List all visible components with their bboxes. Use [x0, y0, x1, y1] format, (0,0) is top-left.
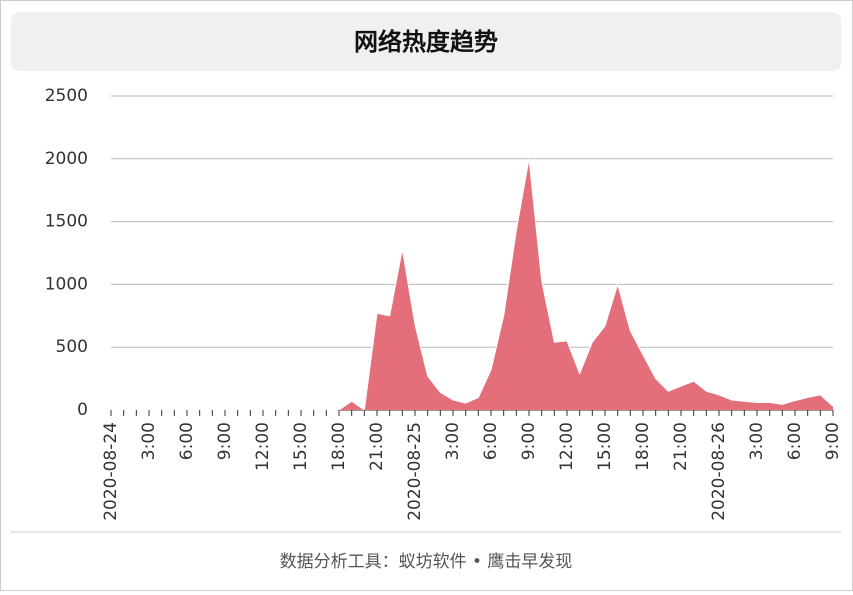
y-tick-label: 2000	[45, 149, 88, 169]
y-tick-label: 500	[56, 337, 88, 357]
y-tick-label: 2500	[45, 86, 88, 106]
x-tick-label: 12:00	[557, 422, 577, 471]
x-tick-label: 15:00	[291, 422, 311, 471]
x-tick-label: 6:00	[481, 422, 501, 460]
x-tick-label: 2020-08-25	[405, 422, 425, 521]
x-tick-label: 3:00	[747, 422, 767, 460]
x-tick-label: 3:00	[139, 422, 159, 460]
x-tick-label: 2020-08-24	[101, 422, 121, 521]
x-tick-label: 9:00	[215, 422, 235, 460]
title-box	[11, 12, 841, 71]
x-tick-label: 21:00	[367, 422, 387, 471]
x-tick-label: 21:00	[671, 422, 691, 471]
x-tick-label: 2020-08-26	[709, 422, 729, 521]
x-tick-label: 12:00	[253, 422, 273, 471]
x-tick-label: 9:00	[519, 422, 539, 460]
y-tick-label: 0	[77, 400, 88, 420]
x-tick-label: 6:00	[177, 422, 197, 460]
footer: 数据分析工具：蚁坊软件 • 鹰击早发现	[280, 552, 573, 572]
x-tick-label: 3:00	[443, 422, 463, 460]
x-tick-label: 18:00	[633, 422, 653, 471]
x-tick-label: 15:00	[595, 422, 615, 471]
y-tick-label: 1000	[45, 274, 88, 294]
x-tick-label: 18:00	[329, 422, 349, 471]
chart-title: 网络热度趋势	[354, 28, 498, 56]
area-line	[111, 158, 834, 411]
x-tick-label: 9:00	[823, 422, 843, 460]
y-tick-label: 1500	[45, 212, 88, 232]
x-tick-label: 6:00	[785, 422, 805, 460]
